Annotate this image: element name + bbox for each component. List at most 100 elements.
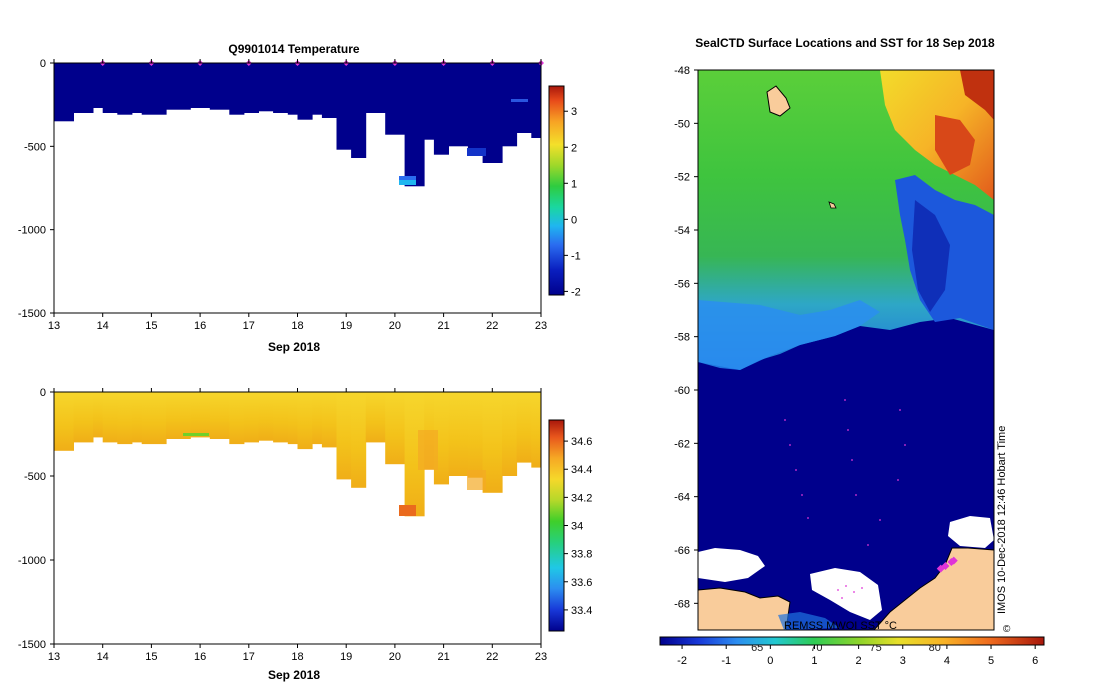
salinity-fresh-streak	[183, 433, 209, 436]
profile-column	[297, 63, 313, 120]
sst-colorbar-ticks: -2 -1 0 1 2 3 4 5 6	[677, 645, 1038, 667]
temperature-data-field	[54, 63, 542, 187]
profile-column	[117, 63, 133, 115]
seal-track-dot	[861, 587, 863, 589]
profile-column	[312, 63, 323, 115]
sst-polar-front	[698, 300, 880, 370]
temperature-title: Q9901014 Temperature	[228, 42, 360, 56]
x-tick-label: 20	[389, 651, 401, 663]
profile-column	[385, 392, 406, 465]
temperature-detail	[399, 99, 528, 185]
profile-column	[287, 63, 298, 115]
seal-track-dot	[841, 597, 843, 599]
profile-column	[166, 392, 191, 439]
seal-track-dot	[847, 429, 849, 431]
profile-column	[258, 392, 274, 441]
lat-tick-label: -68	[674, 598, 690, 610]
salinity-x-axis: 13 14 15 16 17 18 19 20 21 22 23	[48, 388, 547, 663]
colorbar-tick-label: -2	[571, 286, 581, 298]
x-tick-label: 23	[535, 320, 547, 332]
sst-map-panel: SealCTD Surface Locations and SST for 18…	[659, 36, 1045, 667]
sst-product-label: REMSS MWOI SST °C	[784, 620, 897, 632]
seal-track-dots	[784, 399, 906, 599]
x-tick-label: 18	[291, 651, 303, 663]
profile-column	[365, 63, 386, 113]
heard-island	[828, 201, 837, 209]
x-tick-label: 22	[486, 651, 498, 663]
colorbar-tick-label: -1	[571, 250, 581, 262]
lat-tick-label: -60	[674, 385, 690, 397]
x-tick-label: 19	[340, 320, 352, 332]
salinity-y-axis: 0 -500 -1000 -1500	[18, 387, 54, 651]
seal-track-dot	[795, 469, 797, 471]
profile-column	[73, 63, 94, 113]
profile-column	[336, 63, 352, 150]
x-tick-label: 13	[48, 320, 60, 332]
profile-column	[117, 392, 133, 445]
profile-column	[141, 63, 167, 115]
seal-track-dot	[851, 459, 853, 461]
seal-track-dot	[844, 399, 846, 401]
seal-track-dot	[801, 494, 803, 496]
seal-track-dot	[899, 409, 901, 411]
salinity-x-label: Sep 2018	[268, 668, 320, 682]
sst-colorbar-tick-label: -1	[721, 655, 731, 667]
colorbar-tick-label: 34.6	[571, 436, 592, 448]
profile-column	[93, 392, 104, 438]
lat-tick-label: -52	[674, 172, 690, 184]
sst-colorbar	[659, 636, 1045, 646]
copyright-symbol: ©	[1003, 624, 1011, 635]
y-tick-label: 0	[40, 387, 46, 399]
profile-column	[321, 392, 337, 448]
salinity-data-field	[54, 392, 542, 517]
y-tick-label: -1500	[18, 308, 46, 320]
profile-column	[287, 392, 298, 445]
x-tick-label: 16	[194, 320, 206, 332]
colorbar-tick-label: 0	[571, 214, 577, 226]
colorbar-tick-label: 1	[571, 178, 577, 190]
profile-column	[209, 392, 230, 439]
profile-column	[54, 392, 74, 451]
kerguelen-island	[766, 85, 791, 117]
salinity-colorbar-ticks: 33.4 33.6 33.8 34 34.2 34.4 34.6	[564, 436, 592, 617]
profile-column	[502, 63, 518, 147]
seal-positions	[936, 556, 958, 573]
y-tick-label: -1000	[18, 555, 46, 567]
seal-track-dot	[904, 444, 906, 446]
seal-track-dot	[837, 589, 839, 591]
profile-column	[336, 392, 352, 480]
temperature-colorbar-ticks: -2 -1 0 1 2 3	[564, 106, 581, 298]
profile-column	[73, 392, 94, 443]
profile-column	[102, 63, 118, 113]
seal-track-dot	[853, 591, 855, 593]
seal-track-dot	[784, 419, 786, 421]
lat-tick-label: -64	[674, 492, 690, 504]
profile-column	[273, 63, 289, 113]
x-tick-label: 15	[145, 320, 157, 332]
y-tick-label: 0	[40, 58, 46, 70]
sst-colorbar-tick-label: -2	[677, 655, 687, 667]
lat-tick-label: -62	[674, 438, 690, 450]
sst-timestamp: IMOS 10-Dec-2018 12:46 Hobart Time	[996, 426, 1008, 614]
y-tick-label: -500	[24, 141, 46, 153]
seal-track-dot	[855, 494, 857, 496]
profile-column	[93, 63, 104, 108]
lat-tick-label: -66	[674, 545, 690, 557]
profile-column	[385, 63, 406, 135]
profile-column	[229, 63, 245, 115]
seal-track-dot	[789, 444, 791, 446]
x-tick-label: 19	[340, 651, 352, 663]
salinity-salty-patch-2	[467, 470, 486, 490]
profile-column	[516, 63, 532, 133]
profile-column	[351, 392, 367, 488]
sst-map-frame	[697, 69, 995, 631]
temperature-x-axis: 13 14 15 16 17 18 19 20 21 22 23	[48, 59, 547, 332]
salinity-colorbar	[548, 419, 565, 632]
profile-column	[243, 63, 259, 113]
colorbar-tick-label: 34	[571, 521, 583, 533]
profile-column	[141, 392, 167, 445]
sst-map-field	[697, 70, 995, 631]
x-tick-label: 22	[486, 320, 498, 332]
coastal-polynya	[778, 612, 840, 630]
x-tick-label: 14	[97, 651, 109, 663]
